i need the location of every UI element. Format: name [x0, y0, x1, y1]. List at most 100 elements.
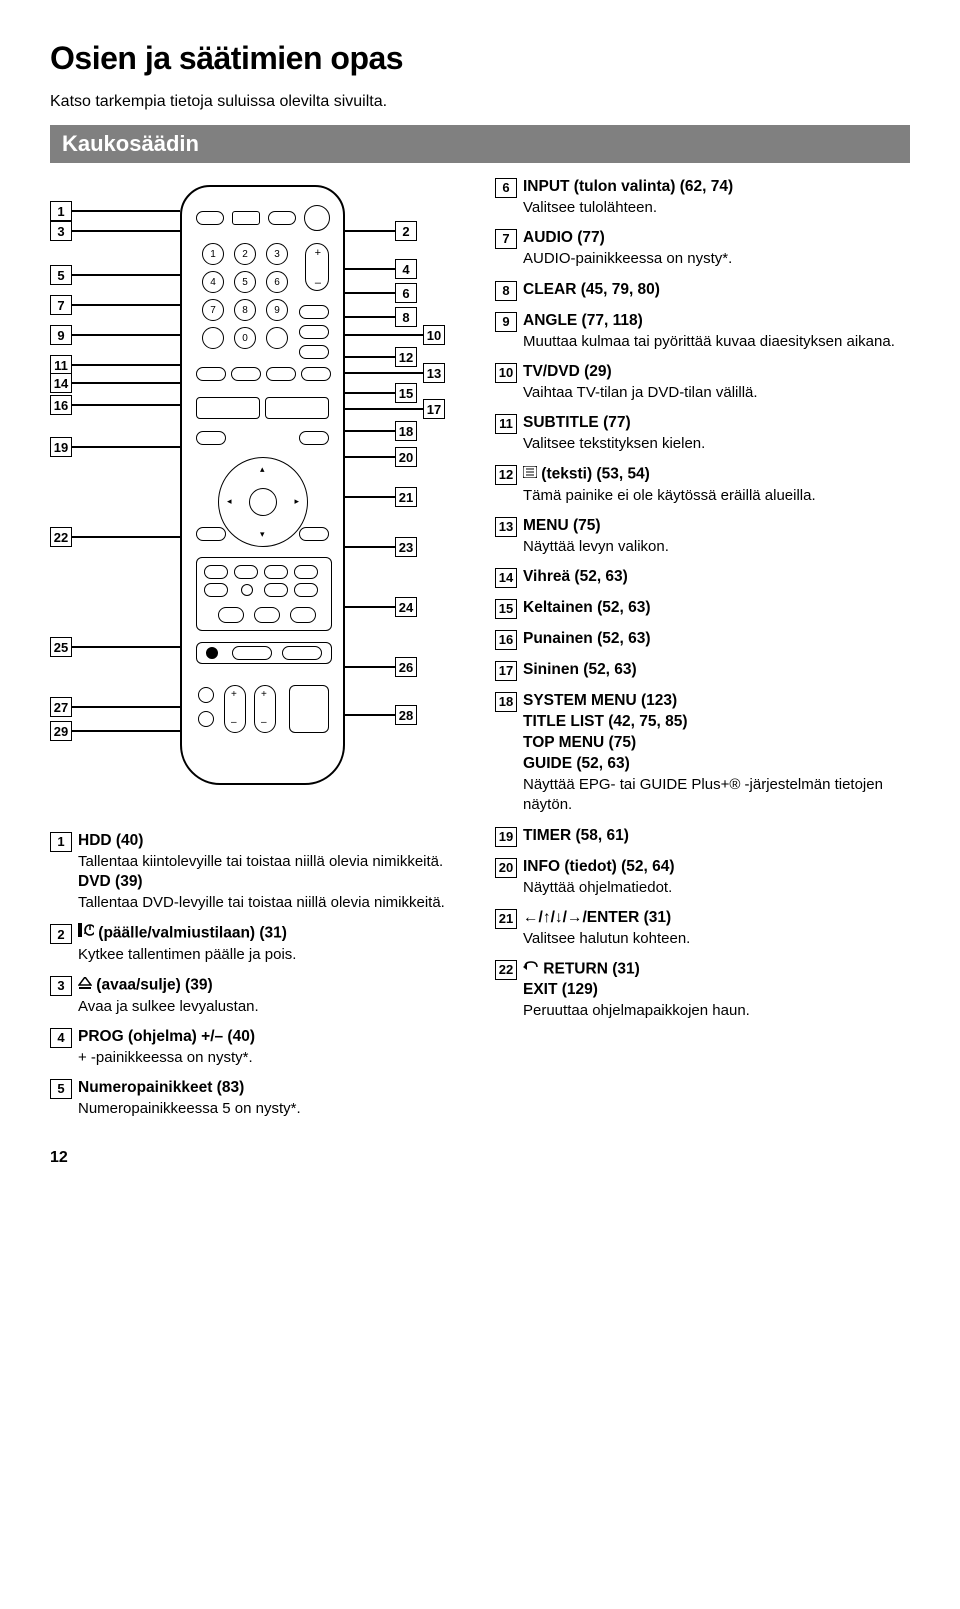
callout-number: 17: [423, 399, 445, 419]
item-desc: Muuttaa kulmaa tai pyörittää kuvaa diaes…: [523, 332, 910, 352]
list-item: 9 ANGLE (77, 118)Muuttaa kulmaa tai pyöri…: [495, 311, 910, 352]
list-item: 13MENU (75)Näyttää levyn valikon.: [495, 516, 910, 557]
item-title: MENU (75): [523, 516, 601, 537]
list-item: 18SYSTEM MENU (123)TITLE LIST (42, 75, 8…: [495, 691, 910, 815]
callout-number: 13: [423, 363, 445, 383]
callout-number: 5: [50, 265, 72, 285]
page-subtitle: Katso tarkempia tietoja suluissa olevilt…: [50, 93, 910, 111]
callout-right: 8: [345, 307, 417, 327]
item-desc: + -painikkeessa on nysty*.: [78, 1048, 465, 1068]
item-number: 18: [495, 692, 517, 712]
item-desc: Kytkee tallentimen päälle ja pois.: [78, 945, 465, 965]
callout-left: 14: [50, 373, 180, 393]
list-item: 11SUBTITLE (77)Valitsee tekstityksen kie…: [495, 413, 910, 454]
callout-number: 18: [395, 421, 417, 441]
list-item: 7 AUDIO (77)AUDIO-painikkeessa on nysty*.: [495, 228, 910, 269]
list-item: 3 (avaa/sulje) (39)Avaa ja sulkee levyal…: [50, 975, 465, 1017]
callout-number: 11: [50, 355, 72, 375]
callout-left: 29: [50, 721, 180, 741]
callout-right: 23: [345, 537, 417, 557]
callout-number: 22: [50, 527, 72, 547]
section-header: Kaukosäädin: [50, 125, 910, 163]
callout-right: 24: [345, 597, 417, 617]
item-subtitle: GUIDE (52, 63): [523, 754, 910, 775]
callout-left: 1: [50, 201, 180, 221]
item-title: Sininen (52, 63): [523, 660, 637, 681]
callout-right: 17: [345, 399, 445, 419]
return-icon: [523, 959, 539, 980]
item-subtitle: TOP MENU (75): [523, 733, 910, 754]
text-icon: [523, 464, 537, 485]
item-title: SYSTEM MENU (123): [523, 691, 677, 712]
callout-number: 8: [395, 307, 417, 327]
item-number: 11: [495, 414, 517, 434]
item-desc: AUDIO-painikkeessa on nysty*.: [523, 249, 910, 269]
callout-number: 20: [395, 447, 417, 467]
item-number: 9: [495, 312, 517, 332]
callout-left: 27: [50, 697, 180, 717]
callout-number: 26: [395, 657, 417, 677]
item-title: Numeropainikkeet (83): [78, 1078, 244, 1099]
callout-right: 20: [345, 447, 417, 467]
callout-left: 11: [50, 355, 180, 375]
item-title: PROG (ohjelma) +/– (40): [78, 1027, 255, 1048]
item-desc: Vaihtaa TV-tilan ja DVD-tilan välillä.: [523, 383, 910, 403]
callout-number: 1: [50, 201, 72, 221]
callout-right: 10: [345, 325, 445, 345]
callout-number: 7: [50, 295, 72, 315]
callout-number: 23: [395, 537, 417, 557]
callout-right: 4: [345, 259, 417, 279]
item-desc: Avaa ja sulkee levyalustan.: [78, 997, 465, 1017]
item-number: 12: [495, 465, 517, 485]
list-item: 2/ (päälle/valmiustilaan) (31)Kytkee tal…: [50, 923, 465, 965]
eject-icon: [78, 975, 92, 996]
callout-number: 10: [423, 325, 445, 345]
callout-right: 26: [345, 657, 417, 677]
item-title: (teksti) (53, 54): [523, 464, 650, 485]
callout-number: 25: [50, 637, 72, 657]
item-subdesc: Peruuttaa ohjelmapaikkojen haun.: [523, 1001, 910, 1021]
callout-left: 5: [50, 265, 180, 285]
list-item: 21←/↑/↓/→/ENTER (31)Valitsee halutun koh…: [495, 908, 910, 949]
list-item: 4 PROG (ohjelma) +/– (40)+ -painikkeessa …: [50, 1027, 465, 1068]
item-title: RETURN (31): [523, 959, 640, 980]
callout-right: 6: [345, 283, 417, 303]
item-title: Punainen (52, 63): [523, 629, 650, 650]
item-title: (avaa/sulje) (39): [78, 975, 213, 996]
list-item: 6INPUT (tulon valinta) (62, 74)Valitsee …: [495, 177, 910, 218]
callout-number: 2: [395, 221, 417, 241]
item-title: AUDIO (77): [523, 228, 605, 249]
callout-number: 6: [395, 283, 417, 303]
item-desc: Tämä painike ei ole käytössä eräillä alu…: [523, 486, 910, 506]
item-number: 6: [495, 178, 517, 198]
list-item: 15Keltainen (52, 63): [495, 598, 910, 619]
callout-right: 13: [345, 363, 445, 383]
list-item: 14 Vihreä (52, 63): [495, 567, 910, 588]
callout-number: 14: [50, 373, 72, 393]
item-desc: Numeropainikkeessa 5 on nysty*.: [78, 1099, 465, 1119]
item-number: 7: [495, 229, 517, 249]
item-number: 14: [495, 568, 517, 588]
callout-number: 3: [50, 221, 72, 241]
item-subtitle: EXIT (129): [523, 980, 910, 1001]
item-title: Keltainen (52, 63): [523, 598, 651, 619]
item-subtitle: DVD (39): [78, 872, 465, 893]
callout-left: 22: [50, 527, 180, 547]
item-number: 22: [495, 960, 517, 980]
callout-number: 19: [50, 437, 72, 457]
item-title: ANGLE (77, 118): [523, 311, 643, 332]
power-icon: /: [78, 923, 94, 944]
item-desc: Näyttää ohjelmatiedot.: [523, 878, 910, 898]
item-title: Vihreä (52, 63): [523, 567, 628, 588]
item-number: 17: [495, 661, 517, 681]
item-number: 8: [495, 281, 517, 301]
callout-number: 29: [50, 721, 72, 741]
item-title: TIMER (58, 61): [523, 826, 629, 847]
callout-number: 4: [395, 259, 417, 279]
item-title: TV/DVD (29): [523, 362, 612, 383]
callout-number: 9: [50, 325, 72, 345]
item-number: 16: [495, 630, 517, 650]
callout-left: 3: [50, 221, 180, 241]
item-subdesc: Tallentaa DVD-levyille tai toistaa niill…: [78, 893, 465, 913]
item-number: 4: [50, 1028, 72, 1048]
